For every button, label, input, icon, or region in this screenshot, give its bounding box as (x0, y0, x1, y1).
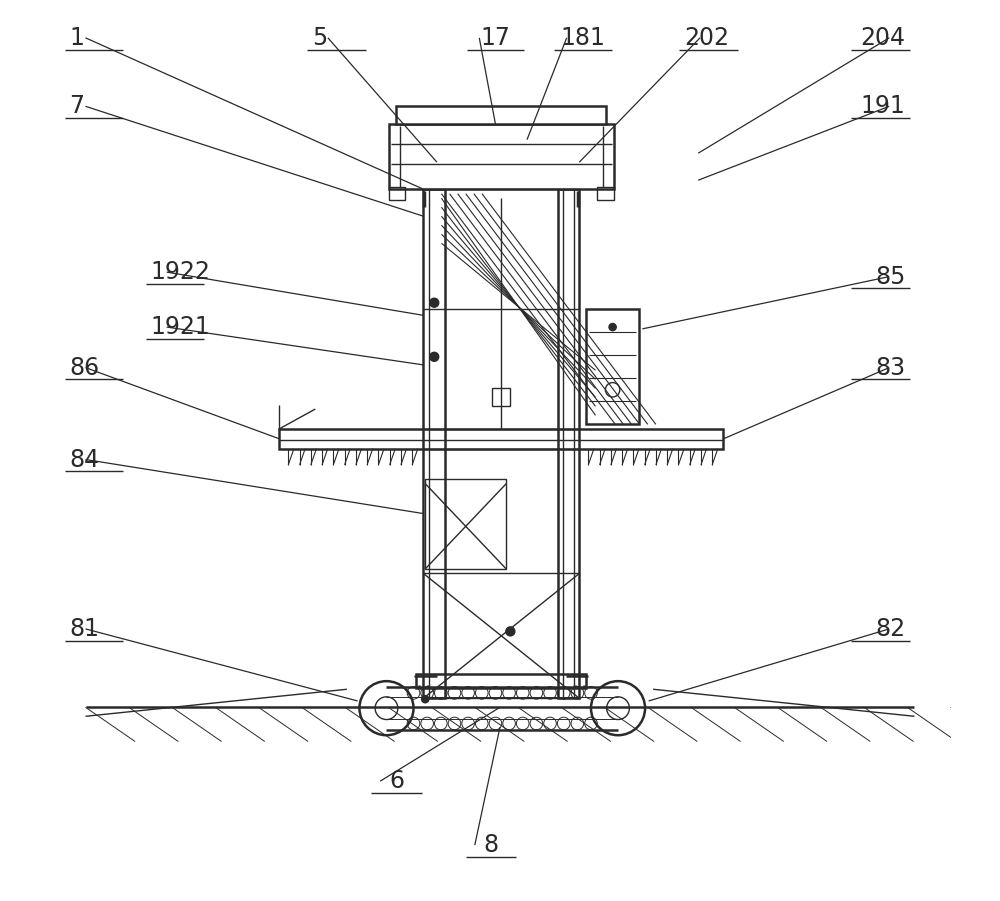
Circle shape (506, 627, 515, 636)
Circle shape (430, 298, 439, 307)
Text: 8: 8 (483, 833, 499, 857)
Text: 17: 17 (481, 26, 510, 50)
Bar (423, 189, 445, 698)
Bar (416, 674, 586, 688)
Text: 85: 85 (875, 265, 905, 288)
Circle shape (609, 323, 616, 331)
Text: 83: 83 (875, 356, 905, 379)
Text: 204: 204 (860, 26, 905, 50)
Text: 1: 1 (69, 26, 84, 50)
Bar (279, 429, 723, 449)
Text: 1922: 1922 (150, 260, 210, 284)
Bar (389, 187, 405, 200)
Text: 81: 81 (69, 617, 99, 641)
Bar (389, 124, 614, 189)
Text: 202: 202 (684, 26, 729, 50)
Text: 6: 6 (389, 769, 404, 793)
Text: 84: 84 (69, 448, 99, 471)
Circle shape (422, 696, 429, 703)
Bar (597, 187, 614, 200)
Text: 191: 191 (861, 95, 905, 118)
Bar (492, 388, 510, 406)
Text: 7: 7 (69, 95, 84, 118)
Text: 82: 82 (875, 617, 905, 641)
Text: 181: 181 (560, 26, 605, 50)
Circle shape (430, 352, 439, 361)
Text: 5: 5 (312, 26, 327, 50)
Bar (396, 106, 606, 124)
Bar (586, 309, 639, 424)
Text: 86: 86 (69, 356, 99, 379)
Text: 1921: 1921 (150, 315, 210, 339)
Bar (425, 479, 506, 569)
Bar (558, 189, 579, 698)
